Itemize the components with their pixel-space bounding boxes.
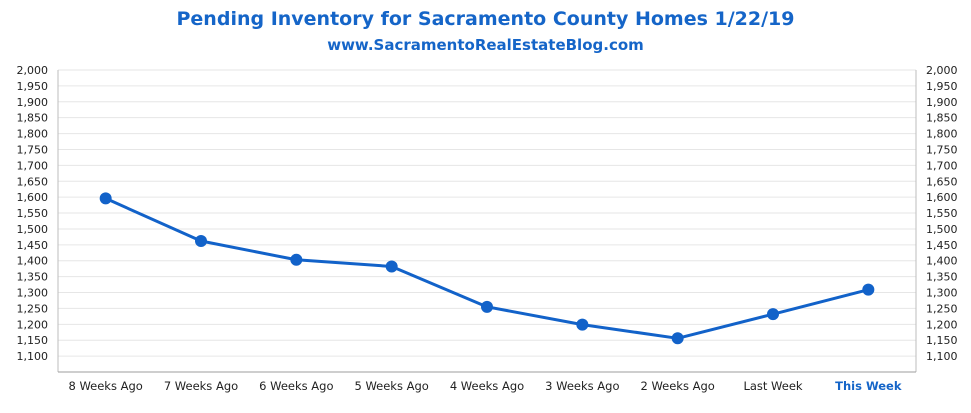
y-tick-label-right: 1,350 [926, 271, 958, 284]
y-tick-label-left: 1,300 [17, 287, 49, 300]
y-tick-label-right: 1,150 [926, 334, 958, 347]
data-point [767, 308, 779, 321]
y-tick-label-left: 1,200 [17, 318, 49, 331]
data-point [481, 300, 493, 313]
data-point [195, 235, 207, 248]
y-tick-label-left: 1,250 [17, 302, 49, 315]
data-point [862, 283, 875, 296]
y-axis-left: 1,100 1,150 1,200 1,250 1,300 1,350 1,400 1,450… [17, 64, 49, 363]
y-tick-label-right: 1,850 [926, 112, 958, 125]
axes [57, 70, 917, 373]
y-tick-label-left: 1,700 [17, 159, 49, 172]
y-axis-right: 1,100 1,150 1,200 1,250 1,300 1,350 1,400 1,450… [926, 64, 958, 363]
data-point [385, 260, 398, 273]
series-line [105, 197, 869, 340]
y-tick-label-left: 1,600 [17, 191, 49, 204]
y-tick-label-right: 1,450 [926, 239, 958, 252]
y-tick-label-right: 1,400 [926, 255, 958, 268]
y-tick-label-right: 1,250 [926, 302, 958, 315]
y-tick-label-left: 1,800 [17, 128, 49, 141]
y-tick-label-right: 2,000 [926, 64, 958, 77]
y-tick-label-right: 1,900 [926, 96, 958, 109]
y-tick-label-left: 1,750 [17, 143, 49, 156]
y-tick-label-left: 1,450 [17, 239, 49, 252]
y-tick-label-right: 1,700 [926, 159, 958, 172]
gridlines [58, 69, 916, 357]
data-point [576, 318, 589, 331]
y-tick-label-right: 1,500 [926, 223, 958, 236]
y-tick-label-left: 1,650 [17, 175, 49, 188]
y-tick-label-right: 1,950 [926, 80, 958, 93]
y-tick-label-right: 1,600 [926, 191, 958, 204]
y-tick-label-left: 2,000 [17, 64, 49, 77]
data-point [671, 332, 684, 345]
y-tick-label-right: 1,200 [926, 318, 958, 331]
x-tick-label: 3 Weeks Ago [545, 379, 619, 393]
y-tick-label-left: 1,950 [17, 80, 49, 93]
y-tick-label-left: 1,550 [17, 207, 49, 220]
y-tick-label-left: 1,850 [17, 112, 49, 125]
y-tick-label-right: 1,750 [926, 143, 958, 156]
y-tick-label-right: 1,800 [926, 128, 958, 141]
x-tick-label: 4 Weeks Ago [450, 379, 524, 393]
y-tick-label-left: 1,100 [17, 350, 49, 363]
x-axis: 8 Weeks Ago 7 Weeks Ago 6 Weeks Ago 5 Weeks… [68, 379, 901, 393]
y-tick-label-right: 1,100 [926, 350, 958, 363]
y-tick-label-left: 1,900 [17, 96, 49, 109]
x-tick-label: This Week [835, 379, 902, 393]
x-tick-label: 8 Weeks Ago [68, 379, 142, 393]
data-point [99, 192, 112, 205]
series [99, 192, 875, 345]
x-tick-label: 2 Weeks Ago [640, 379, 714, 393]
x-tick-label: 6 Weeks Ago [259, 379, 333, 393]
x-tick-label: 5 Weeks Ago [354, 379, 428, 393]
y-tick-label-left: 1,150 [17, 334, 49, 347]
chart-subtitle: www.SacramentoRealEstateBlog.com [327, 36, 644, 54]
x-tick-label: Last Week [743, 379, 802, 393]
chart-title: Pending Inventory for Sacramento County … [176, 8, 795, 30]
data-point [290, 253, 303, 266]
y-tick-label-left: 1,400 [17, 255, 49, 268]
y-tick-label-left: 1,500 [17, 223, 49, 236]
x-tick-label: 7 Weeks Ago [164, 379, 238, 393]
y-tick-label-right: 1,550 [926, 207, 958, 220]
y-tick-label-left: 1,350 [17, 271, 49, 284]
y-tick-label-right: 1,300 [926, 287, 958, 300]
y-tick-label-right: 1,650 [926, 175, 958, 188]
